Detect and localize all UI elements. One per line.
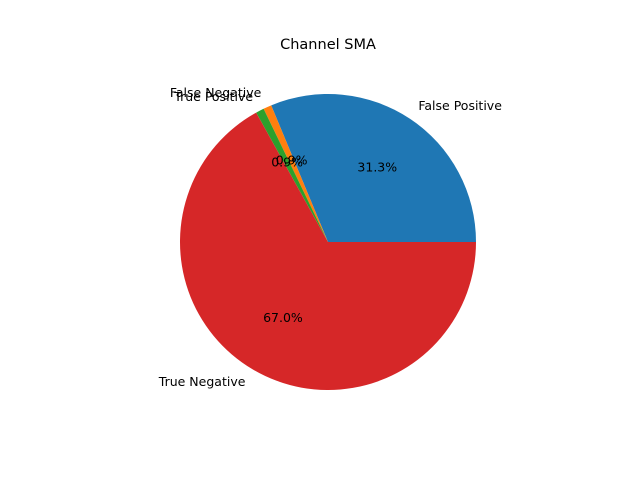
pie-labels: False Positive 31.3% False Negative 0.9% Tru… [158,85,502,389]
percent-label-false-positive: 31.3% [357,160,397,175]
pie-slices [180,94,477,391]
slice-label-false-negative: False Negative [170,85,262,100]
pie-slice-true-negative [180,112,477,391]
slice-label-true-positive: True Positive [173,89,253,104]
slice-label-false-positive: False Positive [418,98,502,113]
chart-title: Channel SMA [280,37,376,53]
percent-label-true-positive: 0.9% [271,155,303,170]
pie-slice-false-negative [263,105,328,242]
pie-slice-false-positive [271,94,476,243]
percent-label-false-negative: 0.9% [276,152,308,167]
slice-label-true-negative: True Negative [158,374,246,389]
percent-label-true-negative: 67.0% [263,310,303,325]
pie-slice-true-positive [256,108,328,243]
